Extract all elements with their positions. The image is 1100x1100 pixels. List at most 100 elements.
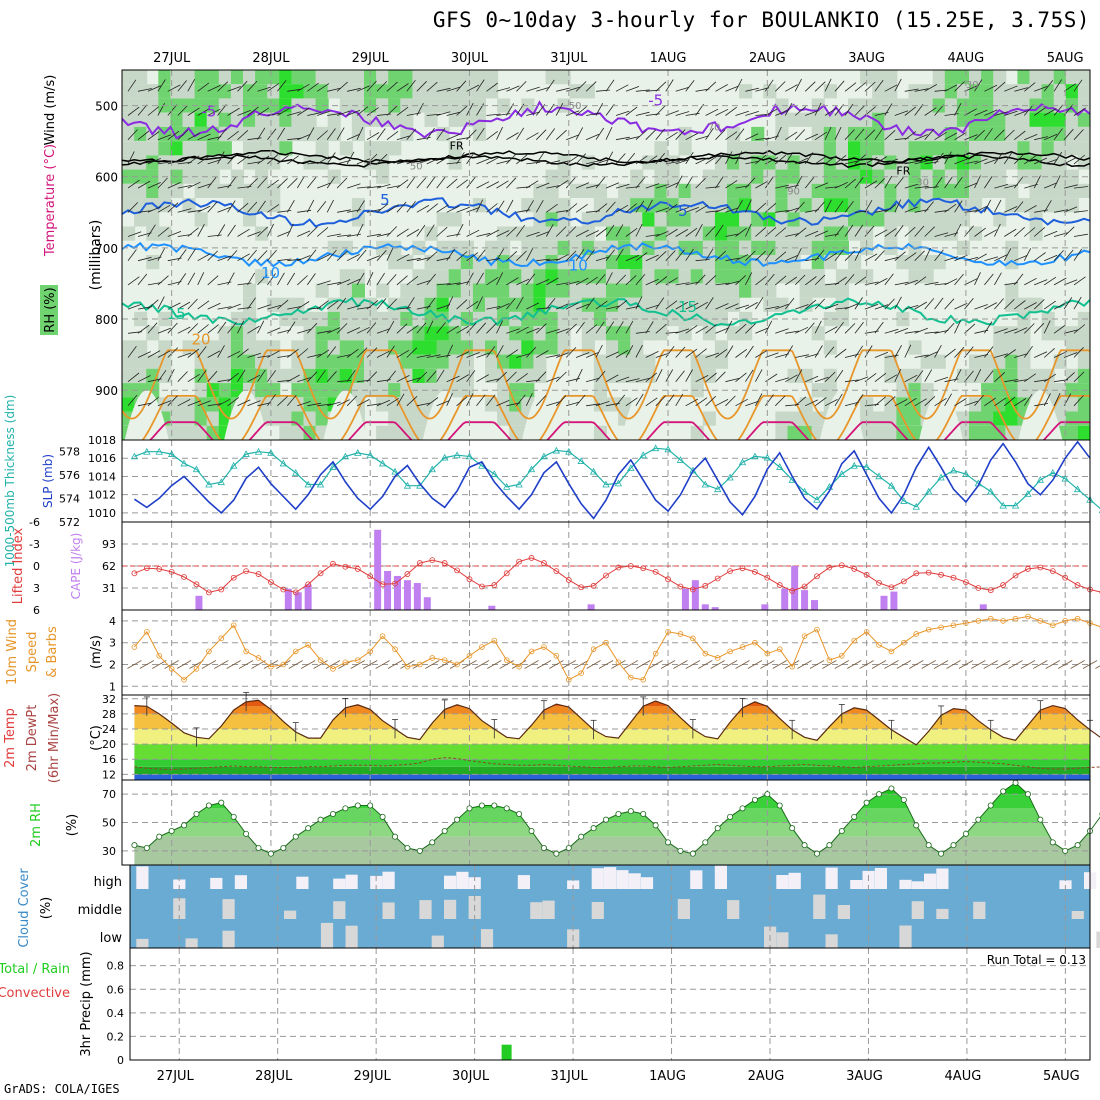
rh-cell — [969, 411, 983, 426]
wind-barb-10m — [1020, 660, 1036, 669]
wind-barb — [944, 113, 959, 116]
wind-barb — [745, 302, 758, 310]
wind-barb — [535, 152, 545, 165]
wind-barb — [247, 137, 262, 141]
wind-barb — [376, 81, 388, 92]
wind-barb — [317, 280, 331, 286]
wind-barb — [346, 395, 358, 407]
wind-barb — [655, 395, 666, 407]
wind-barb — [735, 227, 747, 237]
rh-cell — [436, 368, 450, 383]
wind-barb — [446, 248, 455, 261]
wind-barb — [675, 393, 684, 407]
rh-cell — [1053, 383, 1067, 398]
rh-cell — [557, 212, 571, 227]
rh-cell — [243, 340, 257, 355]
rh-cell — [654, 169, 668, 184]
wind-barb — [934, 249, 944, 261]
wind-barb — [844, 224, 854, 237]
wind-barb — [735, 372, 747, 383]
wind-barb — [426, 297, 436, 310]
wind-barb — [486, 82, 498, 92]
wind-barb — [645, 278, 659, 286]
wind-barb — [764, 79, 774, 92]
wind-barb — [316, 201, 327, 213]
wind-barb — [635, 296, 643, 310]
wind-barb — [904, 131, 917, 141]
wind-barb — [177, 208, 192, 213]
wind-barb — [864, 303, 879, 310]
wind-barb — [964, 160, 979, 165]
wind-barb — [147, 106, 160, 116]
wind-speed-point — [1012, 615, 1019, 622]
rh-cell — [993, 383, 1007, 398]
rh-legend-swatch — [40, 285, 58, 335]
rh-cell — [485, 255, 499, 270]
rh-cell — [134, 112, 148, 127]
cloud-gap — [616, 870, 629, 889]
wind-barb — [237, 282, 252, 286]
wind-barb — [755, 226, 767, 237]
wind-barb — [177, 326, 191, 334]
rh-cell — [424, 98, 438, 113]
wind-barb — [705, 186, 720, 189]
wind-barb — [476, 79, 485, 92]
lifted-index-point — [1074, 582, 1081, 588]
wind-barb — [167, 322, 178, 334]
lifted-index-point — [975, 585, 982, 591]
wind-barb — [635, 155, 648, 165]
wind-barb — [1033, 226, 1046, 237]
wind-barb — [1073, 347, 1084, 358]
wind-barb — [585, 230, 599, 237]
rh-cell — [848, 255, 862, 270]
wind-barb — [297, 275, 308, 286]
rh-point — [863, 799, 870, 806]
wind-barb — [546, 203, 558, 213]
temp-tick-label: 28 — [102, 708, 116, 721]
wind-barb — [645, 397, 658, 407]
wind-barb — [1004, 349, 1017, 358]
thickness-point — [552, 446, 561, 454]
cape-bar — [394, 575, 402, 610]
wind-barb-10m — [549, 660, 564, 669]
cloud-gap — [936, 868, 949, 889]
temp-band — [134, 766, 1090, 775]
wind-barb — [685, 132, 699, 141]
rh-point — [441, 828, 448, 835]
wind-barb — [247, 272, 256, 286]
wind-barb — [725, 207, 739, 213]
thickness-point — [1011, 501, 1020, 509]
rh-cell — [702, 226, 716, 241]
rh-cell — [267, 368, 281, 383]
wind-barb — [1004, 299, 1015, 310]
wind-barb — [625, 255, 640, 262]
rh-cell — [969, 70, 983, 85]
rh-cell — [775, 269, 789, 284]
wind-barb — [546, 354, 561, 358]
wind-speed-point — [776, 646, 783, 653]
rh-cell — [351, 126, 365, 142]
wind-barb — [764, 249, 774, 261]
wind-barb — [775, 251, 787, 262]
rh-cell — [884, 141, 898, 156]
wind-barb — [316, 300, 329, 310]
wind-barb — [615, 394, 626, 407]
wind-barb — [376, 128, 386, 140]
rh-cell — [727, 155, 741, 170]
wind-barb — [1003, 248, 1012, 261]
rh-cell — [412, 297, 426, 312]
wind-barb — [735, 254, 749, 262]
wind-barb — [476, 374, 489, 383]
rh-cell — [823, 84, 837, 99]
rh-cell — [412, 340, 426, 355]
rh-contour-label: 90 — [787, 187, 800, 198]
wind-speed-point — [342, 659, 349, 666]
precip-tick-label: 0.4 — [107, 1007, 125, 1020]
wind-barb — [585, 81, 597, 92]
wind-barb — [934, 232, 949, 237]
rh-cell — [569, 283, 583, 298]
wind-barb-10m — [958, 660, 974, 669]
wind-barb — [287, 306, 302, 310]
rh-cell — [485, 84, 499, 99]
wind-barb — [137, 232, 152, 237]
